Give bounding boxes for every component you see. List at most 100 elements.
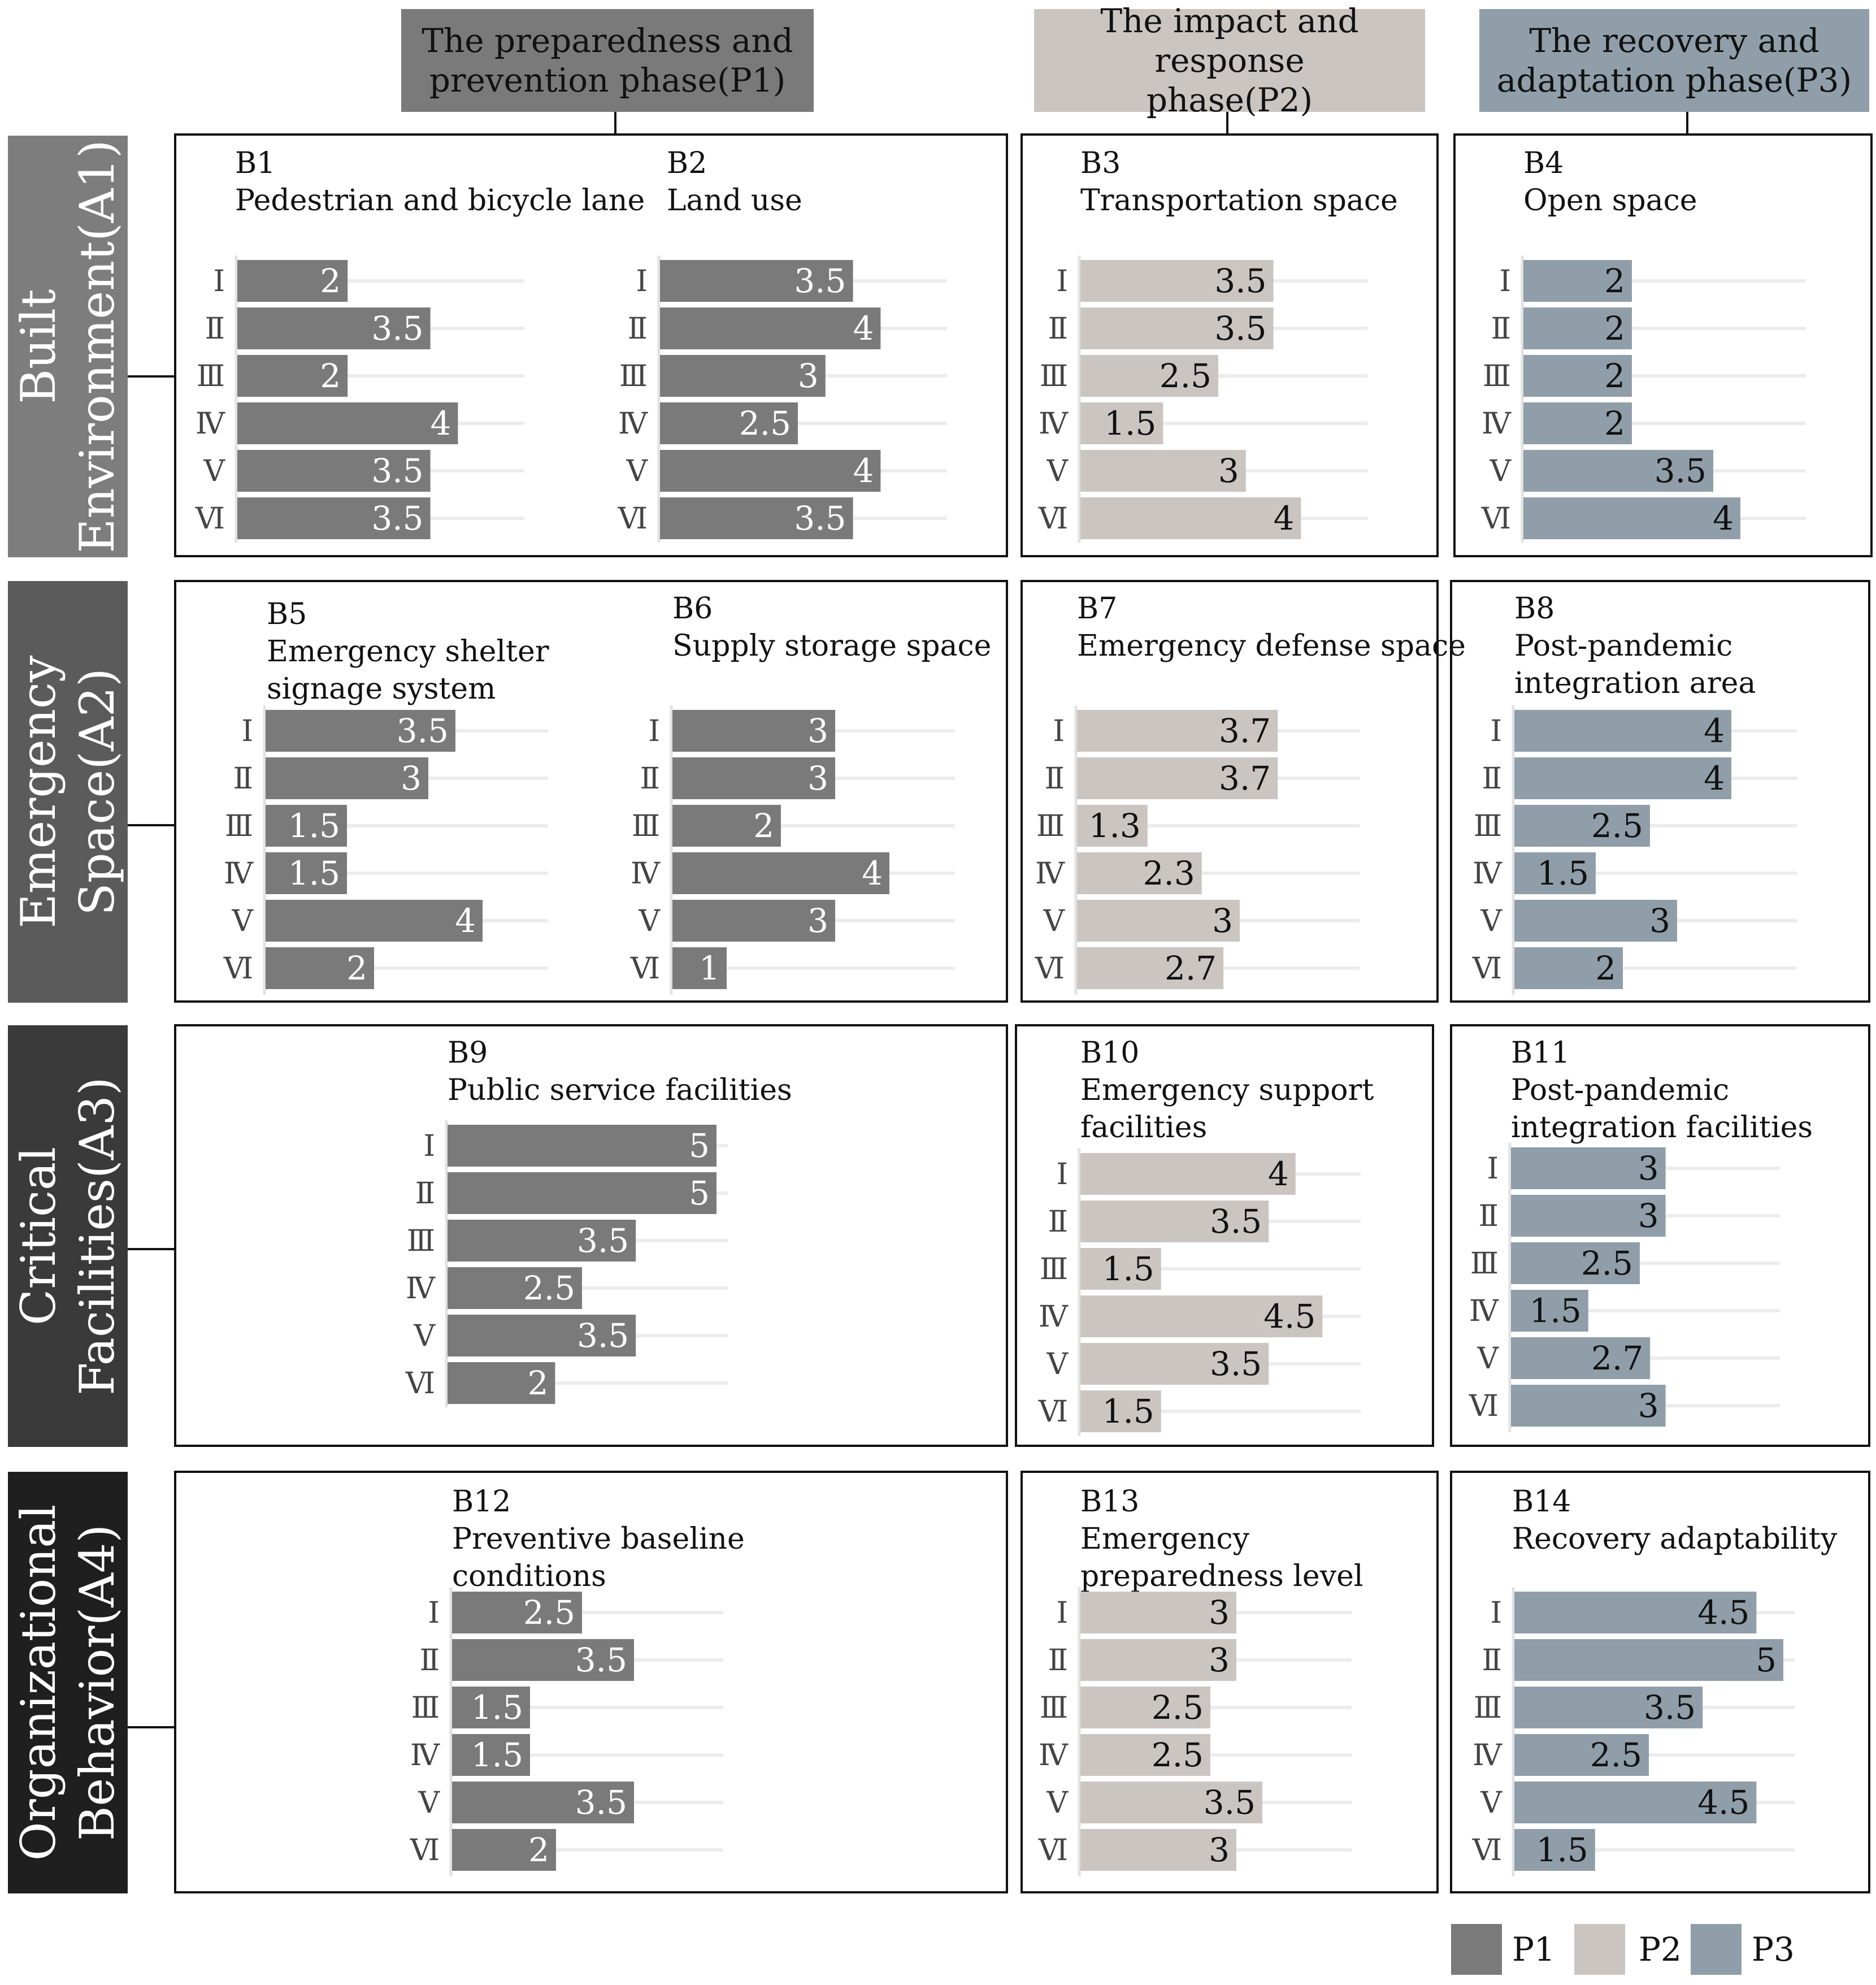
bar-b4-3 <box>1523 355 1632 397</box>
value-label: 1.5 <box>1102 1250 1154 1288</box>
bar-b6-6 <box>672 947 727 989</box>
value-label: 3 <box>1649 902 1670 940</box>
value-label: 3 <box>1209 1593 1230 1632</box>
category-label: Ⅲ <box>1040 1252 1068 1286</box>
row-connector-a4 <box>128 1726 175 1728</box>
category-label: Ⅰ <box>648 714 660 748</box>
category-label: Ⅳ <box>1473 857 1502 891</box>
category-label: Ⅲ <box>407 1224 435 1258</box>
category-label: Ⅴ <box>418 1786 440 1820</box>
category-label: Ⅵ <box>223 952 253 986</box>
value-label: 2.5 <box>1590 1736 1642 1774</box>
value-label: 3.5 <box>371 452 423 490</box>
category-label: Ⅱ <box>1482 1644 1502 1678</box>
value-label: 3.5 <box>1204 1783 1256 1822</box>
category-label: Ⅰ <box>1490 714 1502 748</box>
phase-header-p3: The recovery and adaptation phase(P3) <box>1479 9 1869 112</box>
category-label: Ⅵ <box>195 502 225 536</box>
bar-b13-4 <box>1080 1734 1210 1776</box>
value-label: 2.5 <box>1160 357 1211 395</box>
value-label: 4 <box>862 854 883 892</box>
bar-b3-6 <box>1080 497 1301 539</box>
value-label: 3.5 <box>1644 1688 1696 1727</box>
value-label: 3.5 <box>577 1316 629 1355</box>
category-label: Ⅱ <box>205 312 225 346</box>
value-label: 3 <box>1212 902 1233 940</box>
row-label-a4-text: Organizational Behavior(A4) <box>11 1504 125 1861</box>
category-label: Ⅲ <box>411 1691 440 1725</box>
category-label: Ⅰ <box>636 265 648 298</box>
category-label: Ⅵ <box>1481 502 1511 536</box>
value-label: 1.3 <box>1089 807 1141 845</box>
value-label: 3 <box>1209 1641 1230 1679</box>
category-label: Ⅰ <box>1056 265 1068 298</box>
category-label: Ⅱ <box>628 312 648 346</box>
category-label: Ⅳ <box>1039 407 1069 441</box>
chart-b6: Ⅰ 3 Ⅱ 3 Ⅲ 2 Ⅳ 4 Ⅴ 3 Ⅵ 1 <box>630 705 955 995</box>
category-label: Ⅵ <box>1469 1389 1499 1423</box>
category-label: Ⅳ <box>618 407 648 441</box>
value-label: 3.5 <box>1214 309 1266 348</box>
header-connector-p1 <box>614 112 616 135</box>
bar-b5-1 <box>266 710 455 752</box>
category-label: Ⅴ <box>413 1319 436 1353</box>
value-label: 2 <box>753 807 774 845</box>
category-label: Ⅳ <box>1469 1294 1499 1328</box>
category-label: Ⅱ <box>1045 762 1065 796</box>
value-label: 3.5 <box>1654 452 1706 490</box>
bar-b6-2 <box>672 757 835 799</box>
category-label: Ⅳ <box>1473 1739 1502 1772</box>
category-label: Ⅲ <box>1470 1247 1499 1281</box>
category-label: Ⅵ <box>618 502 648 536</box>
bar-b2-5 <box>660 450 881 492</box>
bar-b14-5 <box>1514 1782 1757 1823</box>
bar-b11-3 <box>1511 1242 1640 1284</box>
bar-b3-3 <box>1080 355 1218 397</box>
bar-b5-2 <box>266 757 428 799</box>
chart-b7: Ⅰ 3.7 Ⅱ 3.7 Ⅲ 1.3 Ⅳ 2.3 Ⅴ 3 Ⅵ 2.7 <box>1035 705 1360 995</box>
bar-b10-1 <box>1080 1153 1296 1195</box>
category-label: Ⅴ <box>231 904 254 938</box>
bar-b1-2 <box>237 307 431 349</box>
value-label: 1.5 <box>1104 404 1156 443</box>
value-label: 4 <box>1268 1155 1289 1193</box>
bar-b7-1 <box>1077 710 1278 752</box>
value-label: 1.5 <box>288 807 340 845</box>
chart-title-b10: B10 Emergency support facilities <box>1080 1036 1374 1145</box>
category-label: Ⅴ <box>1043 904 1065 938</box>
bar-b14-4 <box>1514 1734 1649 1776</box>
chart-b5: Ⅰ 3.5 Ⅱ 3 Ⅲ 1.5 Ⅳ 1.5 Ⅴ 4 Ⅵ 2 <box>223 705 548 995</box>
bar-b10-3 <box>1080 1248 1161 1290</box>
value-label: 2 <box>528 1831 549 1869</box>
row-label-a1: Built Environment(A1) <box>8 136 128 557</box>
bar-b4-5 <box>1523 450 1713 492</box>
category-label: Ⅲ <box>1474 1691 1502 1725</box>
bar-b7-6 <box>1077 947 1224 989</box>
bar-b8-6 <box>1514 947 1623 989</box>
value-label: 1.5 <box>1102 1392 1154 1431</box>
chart-b3: Ⅰ 3.5 Ⅱ 3.5 Ⅲ 2.5 Ⅳ 1.5 Ⅴ 3 Ⅵ 4 <box>1038 255 1367 543</box>
value-label: 1.5 <box>1537 854 1589 892</box>
value-label: 2.3 <box>1143 854 1195 892</box>
value-label: 1 <box>699 949 720 987</box>
bar-b2-2 <box>660 307 881 349</box>
category-label: Ⅵ <box>410 1834 440 1867</box>
bar-b11-4 <box>1511 1290 1588 1332</box>
value-label: 2 <box>527 1364 548 1402</box>
value-label: 3.5 <box>1210 1345 1262 1383</box>
category-label: Ⅰ <box>1499 265 1511 298</box>
value-label: 2.5 <box>739 404 791 443</box>
value-label: 2 <box>1604 262 1625 300</box>
bar-b13-3 <box>1080 1687 1210 1728</box>
chart-title-b2: B2 Land use <box>667 146 802 218</box>
value-label: 4.5 <box>1697 1593 1749 1632</box>
bar-b4-2 <box>1523 307 1632 349</box>
category-label: Ⅲ <box>225 809 253 843</box>
row-connector-a1 <box>128 375 175 378</box>
chart-title-b12: B12 Preventive baseline conditions <box>452 1485 745 1593</box>
category-label: Ⅲ <box>1474 809 1502 843</box>
bar-b3-5 <box>1080 450 1246 492</box>
bar-b12-4 <box>452 1734 530 1776</box>
chart-title-b1: B1 Pedestrian and bicycle lane <box>235 146 645 218</box>
value-label: 4 <box>853 452 874 490</box>
